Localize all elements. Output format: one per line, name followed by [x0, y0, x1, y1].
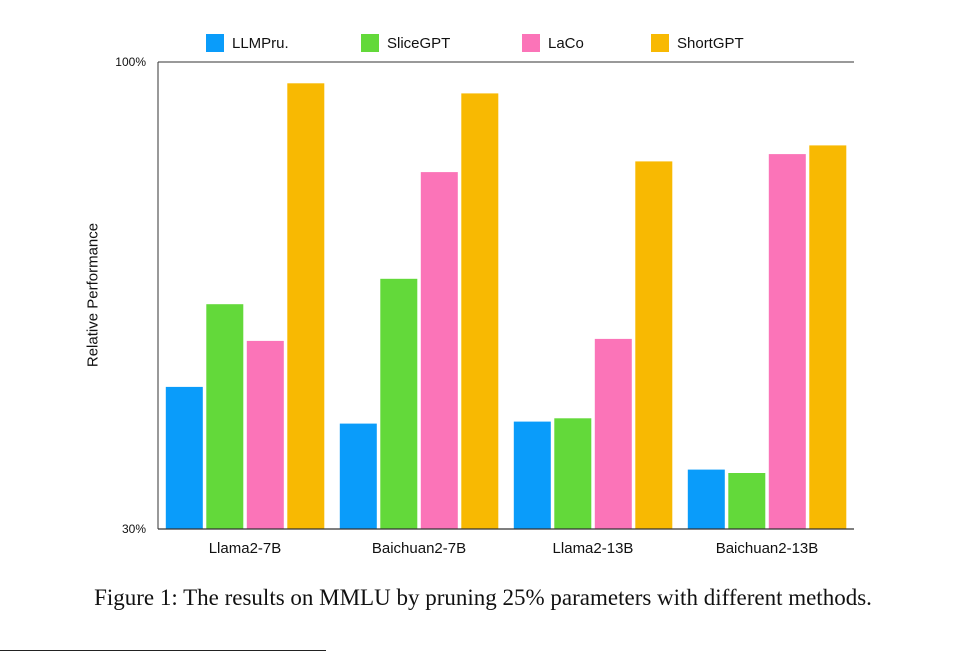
legend-label-slicegpt: SliceGPT — [387, 34, 451, 52]
legend-swatch-laco — [522, 34, 540, 52]
bar-shortgpt-baichuan2-13b — [809, 145, 847, 529]
legend-swatch-slicegpt — [361, 34, 379, 52]
y-tick-label-bottom: 30% — [122, 522, 146, 536]
bar-shortgpt-llama2-13b — [635, 161, 673, 529]
x-tick-label-baichuan2-7b: Baichuan2-7B — [372, 540, 466, 557]
figure-caption: Figure 1: The results on MMLU by pruning… — [94, 585, 872, 610]
bars-group — [165, 83, 847, 530]
bar-slicegpt-baichuan2-7b — [380, 278, 418, 529]
y-axis-label: Relative Performance — [84, 222, 102, 368]
bar-slicegpt-llama2-7b — [206, 304, 244, 529]
legend-item-slicegpt: SliceGPT — [361, 34, 450, 52]
legend-swatch-shortgpt — [651, 34, 669, 52]
y-tick-label-top: 100% — [115, 55, 146, 69]
bar-laco-baichuan2-13b — [768, 154, 806, 529]
x-tick-label-llama2-7b: Llama2-7B — [209, 540, 282, 557]
x-tick-labels: Llama2-7B Baichuan2-7B Llama2-13B Baichuan2… — [209, 540, 819, 557]
bar-shortgpt-llama2-7b — [287, 83, 325, 530]
legend-label-llmpru: LLMPru. — [232, 34, 289, 52]
legend-label-laco: LaCo — [548, 34, 584, 52]
bar-llmpru-llama2-7b — [165, 386, 203, 529]
legend-swatch-llmpru — [206, 34, 224, 52]
legend-item-laco: LaCo — [522, 34, 584, 52]
x-tick-label-llama2-13b: Llama2-13B — [553, 540, 634, 557]
legend-item-llmpru: LLMPru. — [206, 34, 289, 52]
bar-slicegpt-llama2-13b — [554, 418, 592, 529]
legend-label-shortgpt: ShortGPT — [677, 34, 744, 52]
footnote-rule — [0, 650, 326, 651]
bar-llmpru-baichuan2-13b — [687, 469, 725, 529]
bar-chart: 100% 30% Llama2-7B Baichuan2-7B Llama2-13B… — [115, 55, 854, 557]
bar-laco-baichuan2-7b — [420, 172, 458, 529]
bar-llmpru-llama2-13b — [513, 421, 551, 529]
bar-laco-llama2-13b — [594, 338, 632, 529]
legend: LLMPru. SliceGPT LaCo ShortGPT — [0, 34, 966, 56]
bar-llmpru-baichuan2-7b — [339, 423, 377, 529]
bar-laco-llama2-7b — [246, 340, 284, 529]
x-tick-label-baichuan2-13b: Baichuan2-13B — [716, 540, 819, 557]
bar-slicegpt-baichuan2-13b — [728, 473, 766, 529]
legend-item-shortgpt: ShortGPT — [651, 34, 744, 52]
bar-shortgpt-baichuan2-7b — [461, 93, 499, 530]
